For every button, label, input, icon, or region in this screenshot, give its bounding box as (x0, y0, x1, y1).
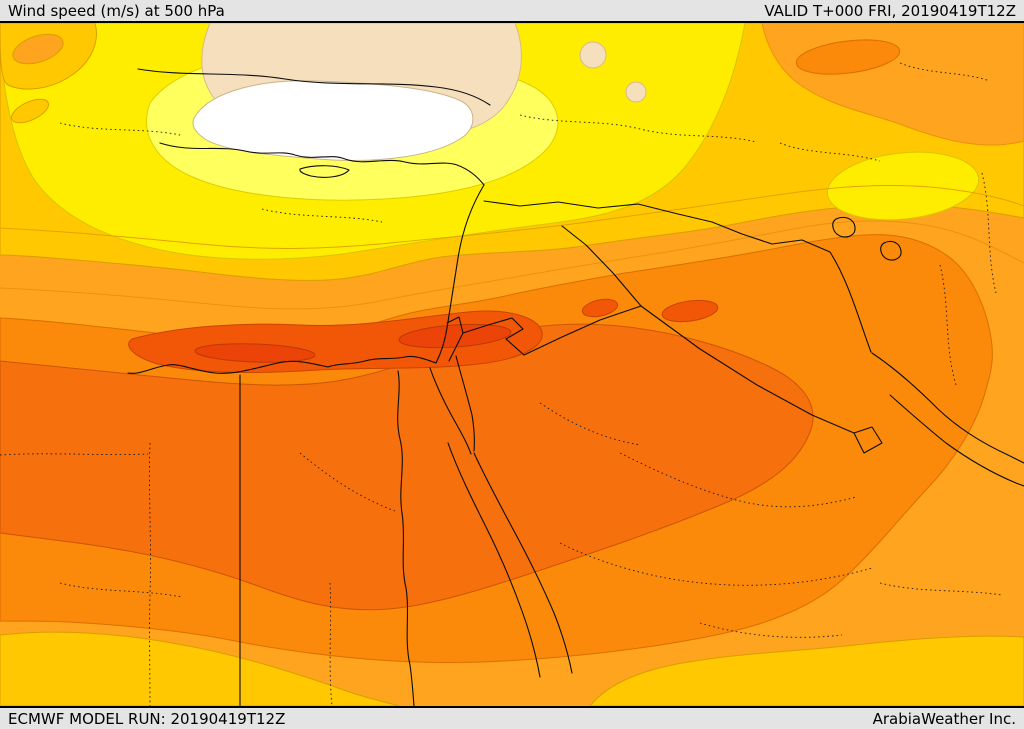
footer-bar: ECMWF MODEL RUN: 20190419T12Z ArabiaWeat… (0, 706, 1024, 729)
map-title: Wind speed (m/s) at 500 hPa (8, 1, 225, 20)
darkest-core (194, 343, 316, 363)
contour-line (0, 220, 1024, 310)
band-gold-southeast (589, 635, 1024, 706)
header-bar: Wind speed (m/s) at 500 hPa VALID T+000 … (0, 0, 1024, 23)
admin-borders-dotted (0, 62, 1003, 706)
band-gold-southwest (0, 631, 401, 706)
corner-orange-blob (12, 33, 64, 65)
contour-line (0, 184, 1024, 249)
country-borders (127, 68, 1024, 706)
attribution-label: ArabiaWeather Inc. (872, 709, 1016, 728)
corner-gold-oval (10, 98, 50, 124)
cream-spot (625, 81, 647, 103)
band-deep-orange (0, 323, 814, 611)
valid-time-label: VALID T+000 FRI, 20190419T12Z (764, 1, 1016, 20)
corner-dark-orange-blob (795, 39, 901, 75)
map-canvas (0, 23, 1024, 706)
cream-spot (579, 41, 607, 69)
band-white (192, 80, 474, 161)
red-orange-spot (581, 298, 619, 318)
red-orange-spot (661, 299, 719, 323)
model-run-label: ECMWF MODEL RUN: 20190419T12Z (8, 709, 286, 728)
